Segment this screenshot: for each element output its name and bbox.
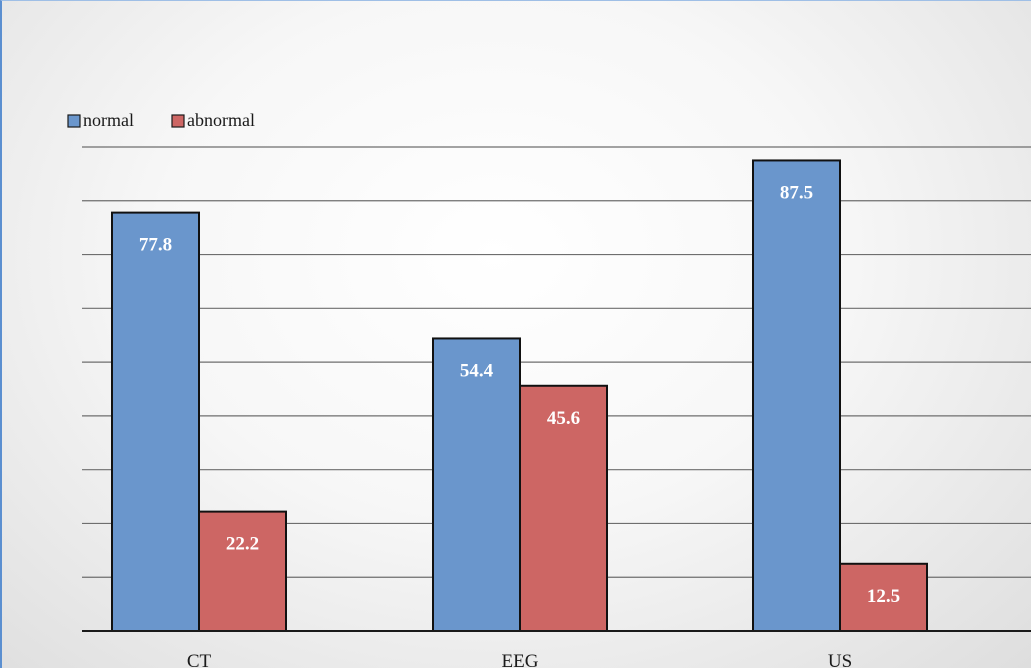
legend-label-abnormal: abnormal [187, 110, 255, 130]
bars [111, 159, 928, 633]
data-label-normal-eeg: 54.4 [460, 360, 494, 381]
x-tick-label-eeg: EEG [502, 651, 539, 668]
bar-abnormal-eeg [519, 384, 608, 633]
legend-swatch-normal [67, 114, 81, 128]
data-label-abnormal-ct: 22.2 [226, 534, 259, 555]
bar-abnormal-ct [198, 510, 287, 633]
legend-swatch-abnormal [171, 114, 185, 128]
x-tick-label-us: US [828, 651, 852, 668]
legend: normal abnormal [67, 110, 255, 130]
bar-normal-eeg [432, 337, 521, 632]
x-tick-label-ct: CT [187, 651, 212, 668]
bar-normal-ct [111, 211, 200, 632]
legend-label-normal: normal [83, 110, 134, 130]
data-label-abnormal-eeg: 45.6 [547, 408, 580, 429]
data-label-abnormal-us: 12.5 [867, 586, 900, 607]
data-label-normal-ct: 77.8 [139, 235, 172, 256]
bar-normal-us [752, 159, 841, 632]
data-label-normal-us: 87.5 [780, 182, 813, 203]
value-labels: 77.8 22.2 54.4 45.6 87.5 12.5 [139, 182, 900, 606]
category-labels: CT EEG US [187, 651, 852, 668]
